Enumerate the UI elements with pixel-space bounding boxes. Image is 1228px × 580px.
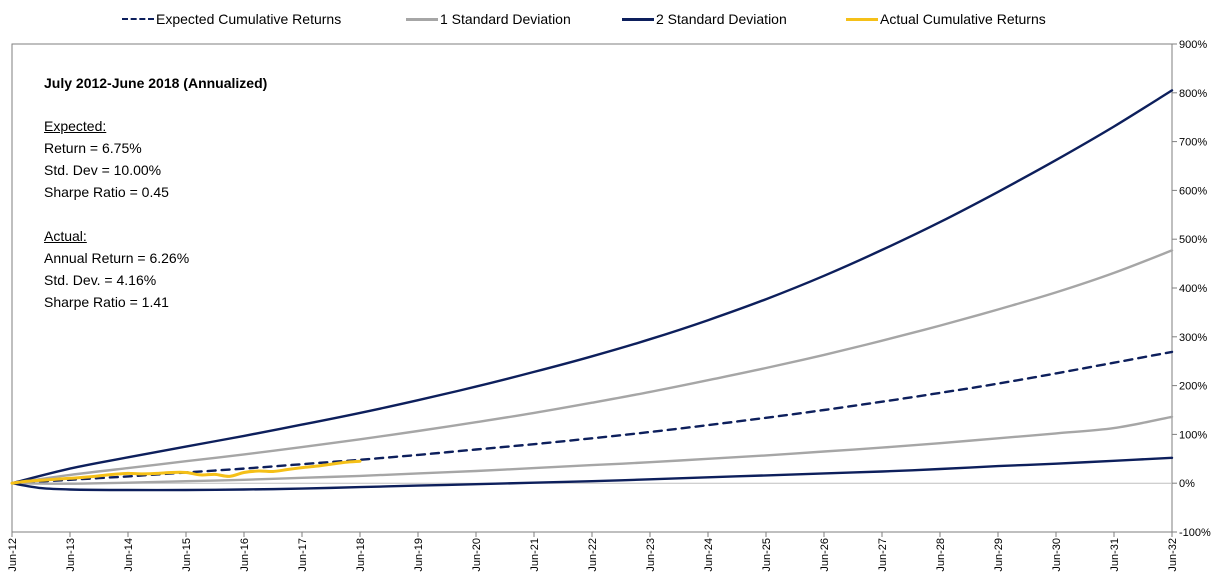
x-tick-label: Jun-16 xyxy=(239,538,251,572)
series-line-actual-cumulative-returns-5 xyxy=(10,459,362,485)
actual-sharpe: Sharpe Ratio = 1.41 xyxy=(44,294,169,310)
y-tick-label: 300% xyxy=(1179,332,1207,344)
x-tick-label: Jun-15 xyxy=(181,538,193,572)
x-tick-label: Jun-30 xyxy=(1051,538,1063,572)
x-tick-label: Jun-14 xyxy=(123,538,135,572)
y-tick-label: 600% xyxy=(1179,185,1207,197)
actual-std: Std. Dev. = 4.16% xyxy=(44,272,157,288)
x-tick-label: Jun-26 xyxy=(819,538,831,572)
x-tick-label: Jun-13 xyxy=(65,538,77,572)
expected-sharpe: Sharpe Ratio = 0.45 xyxy=(44,184,169,200)
x-tick-label: Jun-18 xyxy=(355,538,367,572)
legend-label-expected: Expected Cumulative Returns xyxy=(156,11,342,27)
legend-item-actual: Actual Cumulative Returns xyxy=(846,8,1046,30)
legend-item-1sd: 1 Standard Deviation xyxy=(406,8,571,30)
y-tick-label: 100% xyxy=(1179,429,1207,441)
y-tick-label: 800% xyxy=(1179,88,1207,100)
x-tick-label: Jun-24 xyxy=(703,538,715,572)
series-line-2-standard-deviation-4 xyxy=(10,456,1174,492)
x-tick-label: Jun-28 xyxy=(935,538,947,572)
series-line-2-standard-deviation-3 xyxy=(10,89,1174,485)
expected-return: Return = 6.75% xyxy=(44,140,142,156)
y-tick-label: 500% xyxy=(1179,234,1207,246)
y-tick-label: 200% xyxy=(1179,381,1207,393)
legend-label-1sd: 1 Standard Deviation xyxy=(440,11,571,27)
stats-annotation: July 2012-June 2018 (Annualized) Expecte… xyxy=(44,72,267,313)
chart-series xyxy=(10,89,1174,492)
series-line-expected-cumulative-returns-0 xyxy=(10,350,1174,485)
expected-heading: Expected: xyxy=(44,118,107,134)
annotation-spacer xyxy=(44,203,267,225)
x-tick-label: Jun-32 xyxy=(1167,538,1179,572)
x-tick-label: Jun-22 xyxy=(587,538,599,572)
x-tick-label: Jun-12 xyxy=(7,538,19,572)
x-tick-label: Jun-27 xyxy=(877,538,889,572)
series-line-1-standard-deviation-1 xyxy=(10,249,1174,485)
chart-axes: -100% 0% 100% 200% 300% 400% 500% 600% 700% 800% 9… xyxy=(7,39,1211,572)
y-tick-label: 0% xyxy=(1179,478,1195,490)
legend-label-2sd: 2 Standard Deviation xyxy=(656,11,787,27)
legend-item-2sd: 2 Standard Deviation xyxy=(622,8,787,30)
x-tick-label: Jun-17 xyxy=(297,538,309,572)
legend-item-expected: Expected Cumulative Returns xyxy=(122,8,341,30)
chart-legend: Expected Cumulative Returns 1 Standard D… xyxy=(0,8,1228,30)
y-tick-label: 400% xyxy=(1179,283,1207,295)
legend-label-actual: Actual Cumulative Returns xyxy=(880,11,1046,27)
legend-swatch-expected xyxy=(122,18,154,20)
y-tick-label: -100% xyxy=(1179,527,1211,539)
y-tick-label: 700% xyxy=(1179,137,1207,149)
x-tick-label: Jun-21 xyxy=(529,538,541,572)
x-tick-label: Jun-23 xyxy=(645,538,657,572)
actual-return: Annual Return = 6.26% xyxy=(44,250,190,266)
annotation-title: July 2012-June 2018 (Annualized) xyxy=(44,75,268,91)
x-tick-label: Jun-20 xyxy=(471,538,483,572)
x-tick-label: Jun-29 xyxy=(993,538,1005,572)
y-tick-label: 900% xyxy=(1179,39,1207,51)
legend-swatch-2sd xyxy=(622,17,654,21)
series-line-1-standard-deviation-2 xyxy=(10,415,1174,485)
legend-swatch-actual xyxy=(846,17,878,21)
x-tick-label: Jun-31 xyxy=(1109,538,1121,572)
x-tick-label: Jun-25 xyxy=(761,538,773,572)
x-tick-label: Jun-19 xyxy=(413,538,425,572)
actual-heading: Actual: xyxy=(44,228,87,244)
expected-std: Std. Dev = 10.00% xyxy=(44,162,162,178)
legend-swatch-1sd xyxy=(406,17,438,21)
